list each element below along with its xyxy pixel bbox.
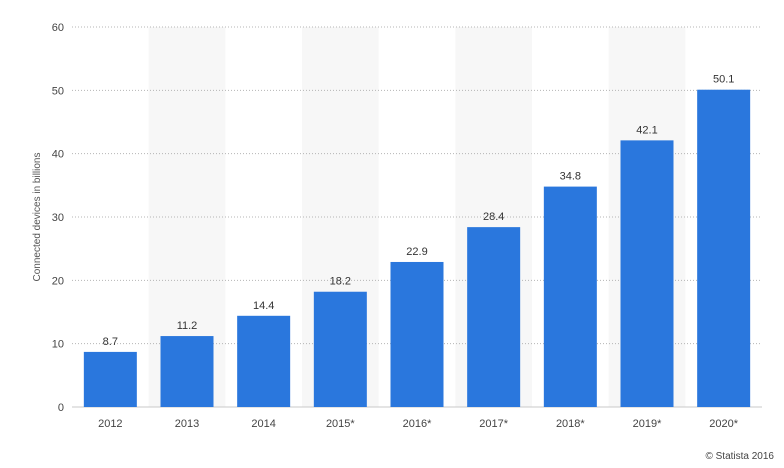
x-tick-label: 2019*	[633, 418, 662, 430]
y-tick-label: 50	[52, 85, 64, 97]
data-label: 18.2	[330, 276, 351, 288]
data-labels: 8.7 11.2 14.4 18.2 22.9 28.4 34.8 42.1 50.1	[103, 74, 735, 348]
x-tick-label: 2013	[175, 418, 199, 430]
data-label: 11.2	[177, 320, 198, 332]
data-label: 28.4	[483, 211, 504, 223]
bar	[467, 227, 521, 407]
data-label: 8.7	[103, 336, 118, 348]
y-tick-label: 20	[52, 275, 64, 287]
bar	[83, 351, 137, 407]
x-tick-label: 2015*	[326, 418, 355, 430]
x-axis-ticks: 2012 2013 2014 2015* 2016* 2017* 2018* 2019* 202…	[98, 418, 739, 430]
bars	[83, 89, 751, 407]
statista-credit: © Statista 2016	[705, 451, 774, 462]
x-tick-label: 2014	[251, 418, 275, 430]
bar	[697, 89, 751, 407]
y-tick-label: 30	[52, 212, 64, 224]
bar	[390, 261, 444, 407]
x-tick-label: 2017*	[479, 418, 508, 430]
data-label: 42.1	[636, 124, 657, 136]
y-axis-ticks: 0 10 20 30 40 50 60	[52, 22, 64, 414]
y-axis-label: Connected devices in billions	[32, 153, 43, 282]
y-tick-label: 10	[52, 339, 64, 351]
bar	[620, 140, 674, 407]
bar	[237, 315, 291, 407]
y-tick-label: 40	[52, 149, 64, 161]
y-tick-label: 60	[52, 22, 64, 34]
data-label: 50.1	[713, 74, 734, 86]
x-tick-label: 2016*	[403, 418, 432, 430]
x-tick-label: 2020*	[709, 418, 738, 430]
y-tick-label: 0	[58, 402, 64, 414]
bar	[313, 291, 367, 407]
data-label: 22.9	[406, 246, 427, 258]
data-label: 34.8	[560, 171, 581, 183]
data-label: 14.4	[253, 300, 274, 312]
x-tick-label: 2012	[98, 418, 122, 430]
x-tick-label: 2018*	[556, 418, 585, 430]
bar	[160, 336, 214, 407]
bar	[543, 186, 597, 407]
